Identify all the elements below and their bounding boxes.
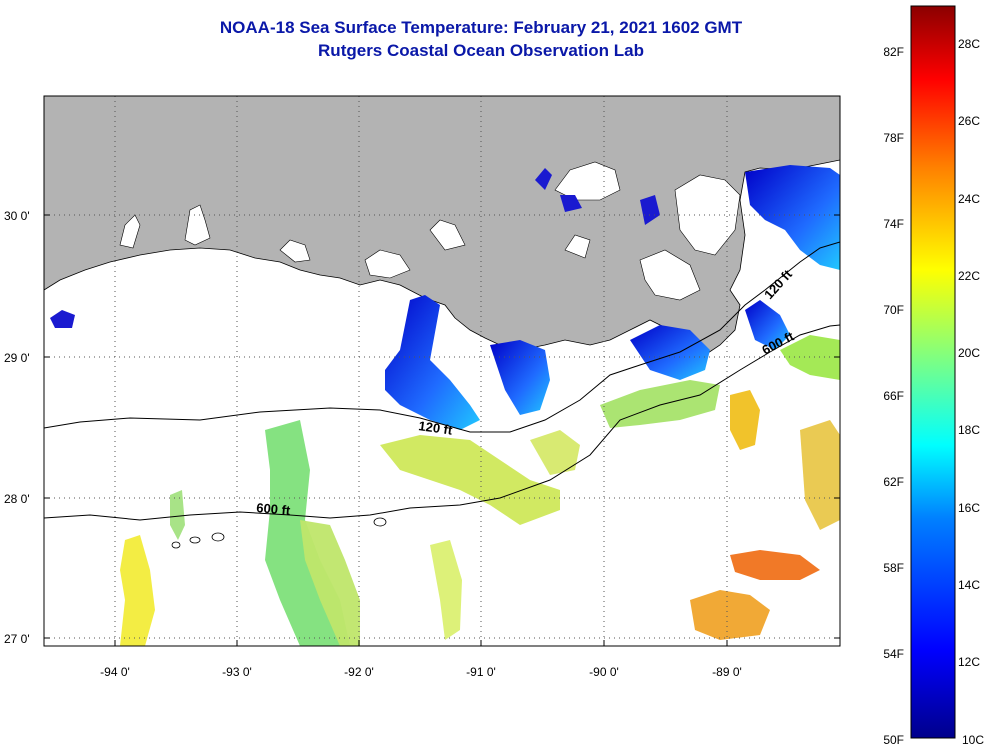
- sst-patch-warm: [530, 430, 580, 475]
- lake: [564, 234, 591, 259]
- title-block: NOAA-18 Sea Surface Temperature: Februar…: [0, 16, 962, 62]
- lon-label-92: -92 0': [344, 665, 374, 679]
- sst-patch-warm: [800, 420, 840, 530]
- cb-c-label: 16C: [958, 501, 980, 515]
- lat-label-28: 28 0': [4, 492, 30, 506]
- contour-600ft-line: [44, 324, 840, 521]
- lon-label-93: -93 0': [222, 665, 252, 679]
- sst-patch-cold: [490, 340, 550, 415]
- colorbar-fahrenheit-labels: 82F 78F 74F 70F 66F 62F 58F 54F 50F: [883, 45, 904, 747]
- map-title: NOAA-18 Sea Surface Temperature: Februar…: [219, 18, 743, 37]
- lat-label-27: 27 0': [4, 632, 30, 646]
- cb-c-label: 14C: [958, 578, 980, 592]
- sst-patch-cold: [50, 310, 75, 328]
- cb-c-label: 10C: [962, 733, 984, 747]
- axis-ticks: [44, 214, 840, 646]
- sst-patch-cold: [385, 295, 480, 430]
- lat-label-30: 30 0': [4, 209, 30, 223]
- cb-f-label: 74F: [883, 217, 904, 231]
- lon-label-89: -89 0': [712, 665, 742, 679]
- sst-patch-warm: [120, 535, 155, 646]
- sst-patch-cold: [640, 195, 660, 225]
- cb-f-label: 62F: [883, 475, 904, 489]
- map-subtitle: Rutgers Coastal Ocean Observation Lab: [318, 41, 644, 60]
- lake: [364, 249, 411, 279]
- lake: [119, 214, 141, 249]
- sst-patch-cold: [745, 300, 790, 350]
- cb-f-label: 70F: [883, 303, 904, 317]
- sst-patch-warm: [170, 490, 185, 540]
- cb-c-label: 24C: [958, 192, 980, 206]
- sst-patch-warm: [690, 590, 770, 640]
- cb-f-label: 54F: [883, 647, 904, 661]
- sst-patch-warm: [380, 435, 560, 525]
- cb-c-label: 18C: [958, 423, 980, 437]
- lake: [429, 219, 466, 251]
- seamount-contours: [171, 517, 387, 549]
- cb-f-label: 50F: [883, 733, 904, 747]
- lake: [674, 174, 741, 256]
- map-border: [43, 95, 841, 647]
- sst-patch-warm: [730, 390, 760, 450]
- sst-patch-cold: [630, 325, 710, 380]
- sst-patch-warm: [430, 540, 462, 640]
- lon-label-94: -94 0': [100, 665, 130, 679]
- colorbar-celsius-labels: 28C 26C 24C 22C 20C 18C 16C 14C 12C 10C: [958, 37, 984, 747]
- sst-patch-cold: [745, 165, 840, 270]
- cb-c-label: 26C: [958, 114, 980, 128]
- cb-f-label: 58F: [883, 561, 904, 575]
- sst-patch-cold: [535, 168, 552, 190]
- sst-patch-warm: [300, 520, 360, 646]
- cb-f-label: 82F: [883, 45, 904, 59]
- lake: [279, 239, 311, 263]
- lake: [184, 204, 211, 246]
- contour-label-120ft: 120 ft: [418, 418, 454, 438]
- cb-c-label: 12C: [958, 655, 980, 669]
- lat-label-29: 29 0': [4, 351, 30, 365]
- cb-f-label: 66F: [883, 389, 904, 403]
- cb-c-label: 22C: [958, 269, 980, 283]
- contour-120ft-line: [44, 241, 840, 433]
- graticule: [44, 96, 840, 646]
- cb-c-label: 28C: [958, 37, 980, 51]
- cb-f-label: 78F: [883, 131, 904, 145]
- cb-c-label: 20C: [958, 346, 980, 360]
- lon-label-90: -90 0': [589, 665, 619, 679]
- contour-label-600ft: 600 ft: [256, 500, 292, 518]
- sst-patch-warm: [730, 550, 820, 580]
- lake: [639, 249, 701, 301]
- map-area: [44, 96, 840, 646]
- sst-patch-cold: [560, 195, 582, 212]
- lon-label-91: -91 0': [466, 665, 496, 679]
- colorbar: [910, 5, 956, 739]
